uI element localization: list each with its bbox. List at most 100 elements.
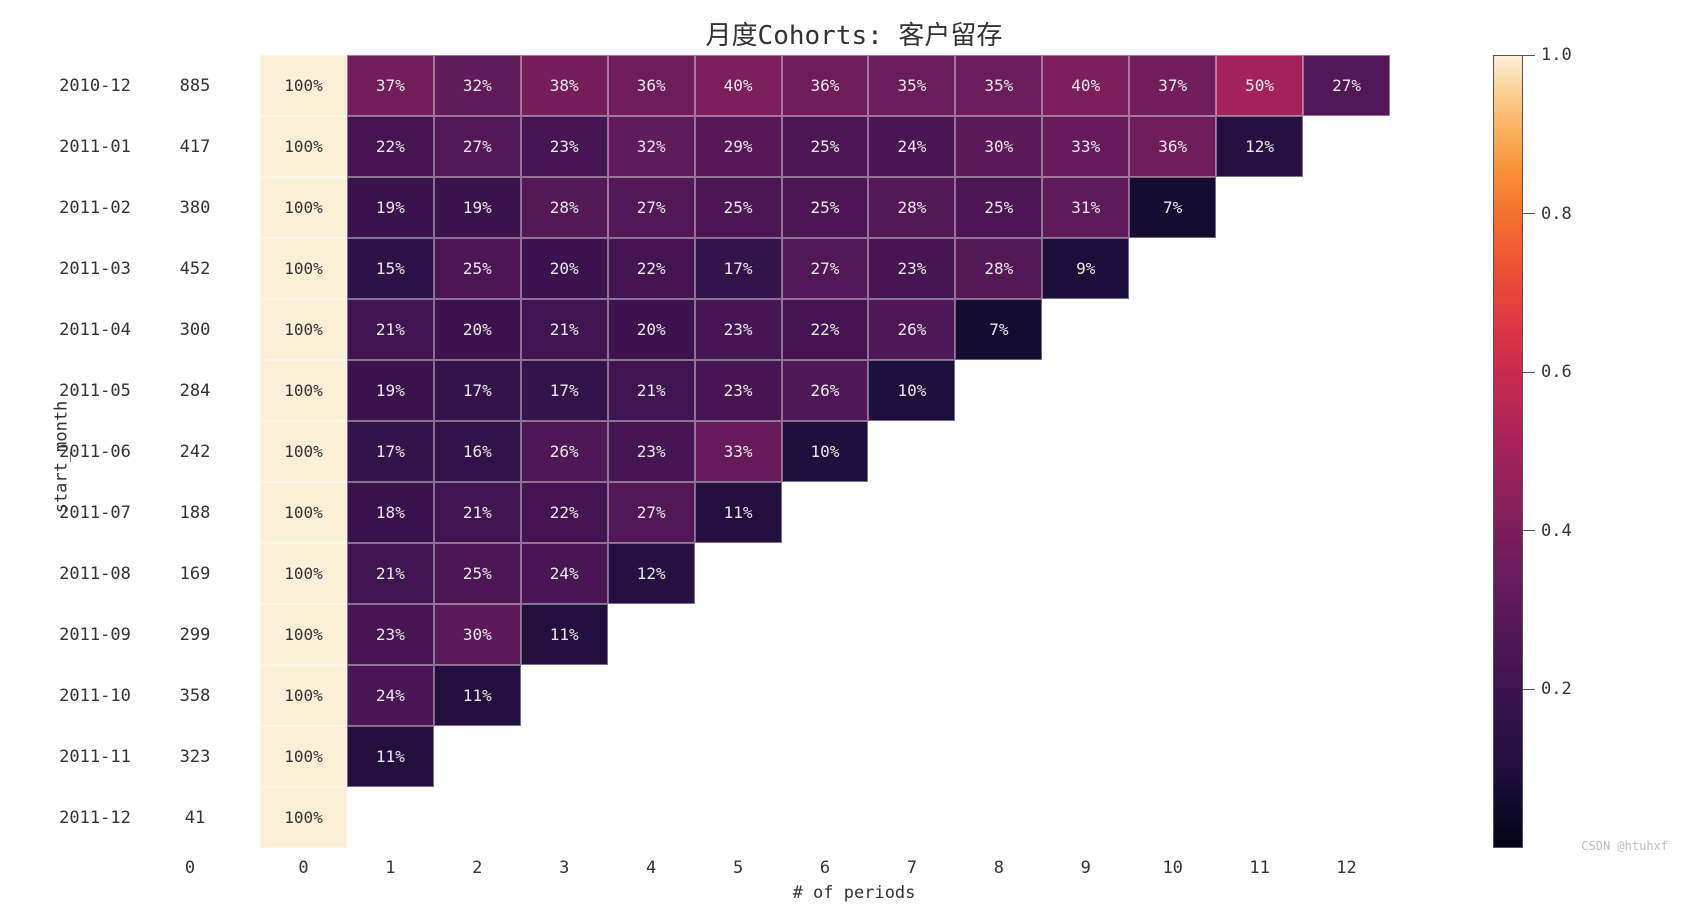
heatmap-cell: [868, 665, 955, 726]
heatmap-cell: 33%: [1042, 116, 1129, 177]
heatmap-cell: 25%: [434, 238, 521, 299]
heatmap-cell: 21%: [434, 482, 521, 543]
heatmap-cell: 100%: [260, 238, 347, 299]
cohort-month-label: 2011-11: [50, 747, 140, 767]
heatmap-cell: 23%: [695, 360, 782, 421]
heatmap-cell: [1216, 726, 1303, 787]
colorbar-area: 0.20.40.60.81.0: [1493, 55, 1623, 848]
cohort-month-label: 2011-12: [50, 808, 140, 828]
heatmap-cell: [1303, 482, 1390, 543]
heatmap-cell: [868, 726, 955, 787]
colorbar-tick: 0.8: [1523, 204, 1572, 224]
heatmap-cell: [955, 726, 1042, 787]
heatmap-cell: 27%: [782, 238, 869, 299]
colorbar-tick: 0.6: [1523, 362, 1572, 382]
cohort-size-label: 417: [140, 137, 250, 157]
heatmap-cell: 11%: [434, 665, 521, 726]
heatmap-cell: [1129, 726, 1216, 787]
x-tick-label: 10: [1129, 858, 1216, 878]
heatmap-cell: 25%: [782, 116, 869, 177]
heatmap-cell: [782, 787, 869, 848]
heatmap-cell: [1042, 421, 1129, 482]
heatmap-row: 100%15%25%20%22%17%27%23%28%9%: [260, 238, 1390, 299]
heatmap-cell: 25%: [434, 543, 521, 604]
heatmap-cell: [1216, 787, 1303, 848]
heatmap-cell: 26%: [868, 299, 955, 360]
cohort-size-label: 41: [140, 808, 250, 828]
heatmap-cell: 32%: [434, 55, 521, 116]
cohort-size-label: 169: [140, 564, 250, 584]
heatmap-cell: 27%: [608, 177, 695, 238]
heatmap-cell: [608, 604, 695, 665]
colorbar-tick-mark: [1523, 530, 1535, 531]
heatmap-cell: [955, 421, 1042, 482]
heatmap-cell: 27%: [608, 482, 695, 543]
heatmap-cell: 24%: [868, 116, 955, 177]
heatmap-cell: [1042, 360, 1129, 421]
heatmap-cell: 12%: [1216, 116, 1303, 177]
cohort-size-label: 452: [140, 259, 250, 279]
heatmap-cell: 17%: [695, 238, 782, 299]
heatmap-cell: 12%: [608, 543, 695, 604]
heatmap-cell: [1303, 543, 1390, 604]
y-tick-row: 2011-04300: [50, 299, 250, 360]
heatmap-cell: [1042, 482, 1129, 543]
heatmap-cell: [1303, 421, 1390, 482]
x-tick-label: 1: [347, 858, 434, 878]
heatmap-cell: 100%: [260, 482, 347, 543]
heatmap-cell: [1216, 421, 1303, 482]
heatmap-row: 100%21%25%24%12%: [260, 543, 1390, 604]
heatmap-cell: 28%: [955, 238, 1042, 299]
cohort-month-label: 2011-02: [50, 198, 140, 218]
heatmap-cell: [782, 543, 869, 604]
heatmap-cell: 37%: [347, 55, 434, 116]
heatmap-cell: [868, 787, 955, 848]
heatmap-cell: 38%: [521, 55, 608, 116]
heatmap-cell: [521, 726, 608, 787]
heatmap-cell: 35%: [955, 55, 1042, 116]
heatmap-cell: 11%: [521, 604, 608, 665]
x-tick-label: 7: [868, 858, 955, 878]
heatmap-cell: 10%: [782, 421, 869, 482]
heatmap-cell: [955, 787, 1042, 848]
y-tick-column: 2010-128852011-014172011-023802011-03452…: [50, 55, 250, 848]
colorbar-tick-mark: [1523, 689, 1535, 690]
heatmap-cell: [695, 787, 782, 848]
heatmap-cell: [782, 726, 869, 787]
cohort-month-label: 2011-10: [50, 686, 140, 706]
heatmap-cell: [955, 543, 1042, 604]
cohort-size-label: 380: [140, 198, 250, 218]
heatmap-cell: [1042, 787, 1129, 848]
heatmap-cell: [1042, 726, 1129, 787]
heatmap-cell: 9%: [1042, 238, 1129, 299]
heatmap-cell: [1303, 665, 1390, 726]
watermark-text: CSDN @htuhxf: [1581, 839, 1668, 853]
x-tick-label: 5: [695, 858, 782, 878]
heatmap-cell: [434, 726, 521, 787]
heatmap-cell: [1129, 360, 1216, 421]
heatmap-cell: [1303, 726, 1390, 787]
cohort-retention-heatmap: 月度Cohorts: 客户留存 start_month 2010-1288520…: [0, 0, 1708, 913]
heatmap-cell: 100%: [260, 421, 347, 482]
heatmap-cell: 21%: [521, 299, 608, 360]
heatmap-row: 100%19%17%17%21%23%26%10%: [260, 360, 1390, 421]
heatmap-cell: 19%: [434, 177, 521, 238]
heatmap-cell: [1216, 299, 1303, 360]
cohort-month-label: 2011-05: [50, 381, 140, 401]
x-tick-label: 9: [1042, 858, 1129, 878]
heatmap-row: 100%22%27%23%32%29%25%24%30%33%36%12%: [260, 116, 1390, 177]
heatmap-row: 100%18%21%22%27%11%: [260, 482, 1390, 543]
heatmap-cell: 31%: [1042, 177, 1129, 238]
colorbar-tick-mark: [1523, 213, 1535, 214]
heatmap-cell: [1216, 482, 1303, 543]
heatmap-cell: 22%: [521, 482, 608, 543]
heatmap-cell: [1303, 299, 1390, 360]
y-tick-row: 2011-07188: [50, 482, 250, 543]
colorbar-gradient: [1493, 55, 1523, 848]
heatmap-cell: [1129, 665, 1216, 726]
heatmap-cell: [955, 360, 1042, 421]
x-tick-label: 4: [608, 858, 695, 878]
heatmap-cell: [1303, 116, 1390, 177]
heatmap-cell: 30%: [955, 116, 1042, 177]
heatmap-cell: [1216, 177, 1303, 238]
